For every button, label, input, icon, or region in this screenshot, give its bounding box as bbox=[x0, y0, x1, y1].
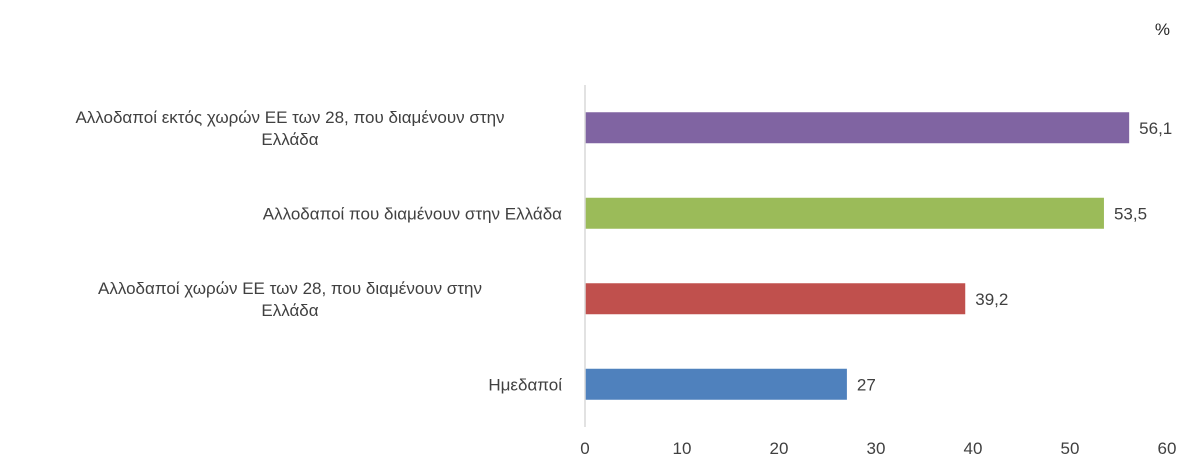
category-label: Ελλάδα bbox=[261, 301, 318, 320]
x-tick-label: 10 bbox=[673, 439, 692, 458]
bar bbox=[585, 197, 1104, 229]
bar bbox=[585, 112, 1130, 144]
category-label: Αλλοδαποί εκτός χωρών ΕΕ των 28, που δια… bbox=[75, 108, 504, 127]
x-tick-label: 30 bbox=[867, 439, 886, 458]
category-label: Αλλοδαποί που διαμένουν στην Ελλάδα bbox=[263, 204, 562, 223]
x-tick-label: 40 bbox=[964, 439, 983, 458]
x-tick-label: 20 bbox=[770, 439, 789, 458]
data-label: 53,5 bbox=[1114, 204, 1147, 223]
x-tick-label: 50 bbox=[1061, 439, 1080, 458]
bar bbox=[585, 283, 966, 315]
data-label: 39,2 bbox=[975, 290, 1008, 309]
category-label: Ελλάδα bbox=[261, 130, 318, 149]
x-tick-label: 0 bbox=[580, 439, 589, 458]
x-tick-label: 60 bbox=[1158, 439, 1177, 458]
data-label: 27 bbox=[857, 375, 876, 394]
category-label: Ημεδαποί bbox=[488, 375, 562, 394]
bar bbox=[585, 368, 847, 400]
unit-label: % bbox=[1154, 20, 1170, 39]
data-label: 56,1 bbox=[1139, 119, 1172, 138]
category-label: Αλλοδαποί χωρών ΕΕ των 28, που διαμένουν… bbox=[98, 279, 482, 298]
